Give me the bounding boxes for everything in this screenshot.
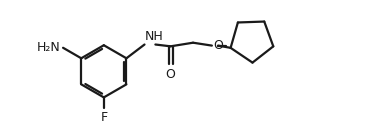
Text: H₂N: H₂N <box>37 41 61 54</box>
Text: O: O <box>213 39 223 52</box>
Text: F: F <box>100 111 108 124</box>
Text: O: O <box>166 68 175 81</box>
Text: NH: NH <box>145 30 164 43</box>
